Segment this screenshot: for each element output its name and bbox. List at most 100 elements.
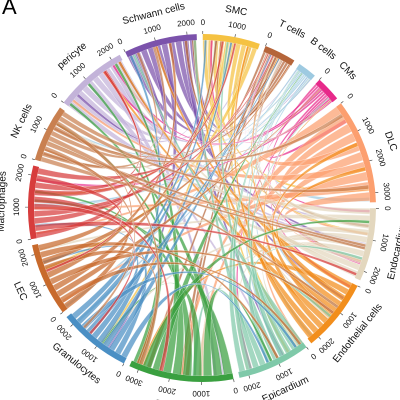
ribbon-nk-cells-to-dlc	[61, 111, 344, 163]
tick-mark-macrophages-0	[27, 238, 31, 241]
segment-label-macrophages: Macrophages	[0, 171, 9, 232]
tick-mark-nk-cells-1000	[43, 128, 47, 130]
tick-mark-macrophages-2000	[28, 174, 32, 176]
segment-label-smc: SMC	[224, 4, 248, 19]
tick-label-lec-0: 0	[48, 314, 58, 323]
tick-mark-endothelial-cells-2000	[318, 336, 321, 340]
segment-layer	[25, 31, 380, 386]
tick-mark-dlc-1000	[357, 129, 361, 131]
ribbon-granulocytes-to-smc	[76, 40, 218, 325]
tick-label-epicardium-0: 0	[309, 351, 318, 361]
segment-label-dlc: DLC	[382, 130, 399, 153]
segment-label-t-cells: T cells	[277, 18, 308, 41]
tick-label-endothelial-cells-0: 0	[363, 287, 373, 295]
tick-mark-pericyte-0	[60, 100, 64, 103]
segment-label-b-cells: B cells	[308, 36, 338, 63]
segment-granulocytes	[66, 313, 127, 364]
tick-label-granulocytes-0: 0	[114, 368, 123, 378]
ribbon-layer	[33, 39, 371, 377]
tick-mark-granulocytes-0	[122, 363, 125, 367]
tick-mark-schwann-cells-1000	[154, 37, 156, 41]
tick-label-fibroblast-1000: 1000	[192, 389, 210, 398]
segment-t-cells	[263, 46, 295, 66]
tick-label-lec-1000: 1000	[27, 279, 43, 299]
tick-mark-nk-cells-0	[31, 158, 35, 160]
segment-label-nk-cells: NK cells	[9, 102, 35, 140]
tick-label-macrophages-1000: 1000	[12, 198, 21, 216]
tick-label-schwann-cells-1000: 1000	[142, 22, 162, 36]
tick-label-fibroblast-3000: 3000	[124, 373, 144, 388]
tick-mark-lec-1000	[43, 284, 47, 287]
tick-mark-endothelial-cells-0	[357, 285, 361, 288]
tick-label-dlc-0: 0	[345, 92, 355, 101]
tick-label-macrophages-0: 0	[15, 238, 25, 245]
tick-label-pericyte-0: 0	[49, 91, 59, 100]
tick-mark-lec-0	[60, 312, 63, 315]
tick-mark-epicardium-1000	[278, 363, 281, 367]
tick-label-nk-cells-0: 0	[19, 153, 29, 160]
tick-mark-endocardium-2000	[363, 271, 367, 273]
tick-mark-endothelial-cells-1000	[340, 313, 344, 316]
tick-label-epicardium-2000: 2000	[242, 380, 262, 394]
tick-mark-pericyte-2000	[109, 56, 112, 60]
tick-label-endocardium-1000: 1000	[378, 233, 390, 253]
segment-label-lec: LEC	[11, 280, 29, 302]
segment-epicardium	[238, 342, 307, 378]
tick-label-nk-cells-1000: 1000	[28, 114, 44, 134]
tick-mark-pericyte-1000	[83, 76, 86, 80]
tick-label-dlc-2000: 2000	[374, 148, 388, 168]
tick-mark-dlc-2000	[369, 159, 373, 162]
segment-smc	[202, 34, 260, 50]
panel-letter: A	[2, 0, 17, 19]
tick-label-granulocytes-2000: 2000	[55, 322, 74, 342]
tick-mark-t-cells-0	[265, 43, 267, 47]
tick-label-macrophages-2000: 2000	[14, 163, 26, 183]
segment-b-cells	[296, 63, 315, 81]
tick-mark-endocardium-1000	[372, 240, 376, 242]
segment-lec	[32, 243, 68, 313]
tick-label-cms-0: 0	[323, 66, 333, 76]
tick-label-endocardium-0: 0	[383, 206, 392, 211]
ribbon-endothelial-cells-to-smc	[233, 45, 314, 339]
tick-label-endocardium-2000: 2000	[367, 266, 382, 286]
tick-mark-fibroblast-0	[233, 379, 235, 383]
tick-mark-fibroblast-2000	[168, 378, 170, 382]
tick-mark-cms-0	[319, 77, 322, 80]
tick-mark-epicardium-0	[306, 346, 309, 350]
tick-label-smc-0: 0	[201, 18, 206, 27]
tick-mark-lec-2000	[31, 254, 35, 256]
tick-mark-epicardium-2000	[248, 375, 251, 379]
tick-label-endothelial-cells-2000: 2000	[316, 336, 336, 355]
segment-nk-cells	[34, 107, 65, 162]
tick-mark-smc-1000	[234, 34, 236, 38]
segment-cms	[315, 79, 338, 103]
tick-label-schwann-cells-2000: 2000	[177, 18, 196, 29]
ribbon-endothelial-cells-to-t-cells	[250, 57, 346, 302]
tick-mark-granulocytes-1000	[94, 346, 97, 349]
segment-dlc	[336, 103, 376, 203]
tick-label-t-cells-0: 0	[266, 30, 274, 40]
tick-label-pericyte-2000: 2000	[95, 41, 115, 58]
segment-schwann-cells	[125, 34, 197, 58]
segment-macrophages	[27, 165, 40, 240]
segment-label-cms: CMs	[336, 60, 358, 83]
ribbon-nk-cells-to-dlc	[58, 116, 370, 193]
tick-label-smc-1000: 1000	[227, 20, 247, 32]
segment-pericyte	[63, 54, 123, 107]
tick-label-fibroblast-0: 0	[232, 386, 239, 396]
tick-mark-schwann-cells-0	[123, 49, 126, 53]
tick-mark-granulocytes-2000	[70, 324, 73, 327]
tick-label-fibroblast-2000: 2000	[157, 384, 177, 396]
ribbon-nk-cells-to-schwann-cells	[50, 51, 158, 159]
tick-mark-dlc-0	[340, 101, 344, 104]
segment-endocardium	[354, 208, 376, 281]
tick-label-epicardium-1000: 1000	[274, 366, 294, 382]
tick-mark-fibroblast-3000	[136, 369, 139, 373]
tick-label-lec-2000: 2000	[16, 247, 30, 267]
tick-label-dlc-1000: 1000	[360, 116, 376, 136]
tick-label-schwann-cells-0: 0	[116, 36, 124, 46]
tick-label-dlc-3000: 3000	[381, 182, 392, 201]
segment-fibroblast	[129, 360, 234, 382]
